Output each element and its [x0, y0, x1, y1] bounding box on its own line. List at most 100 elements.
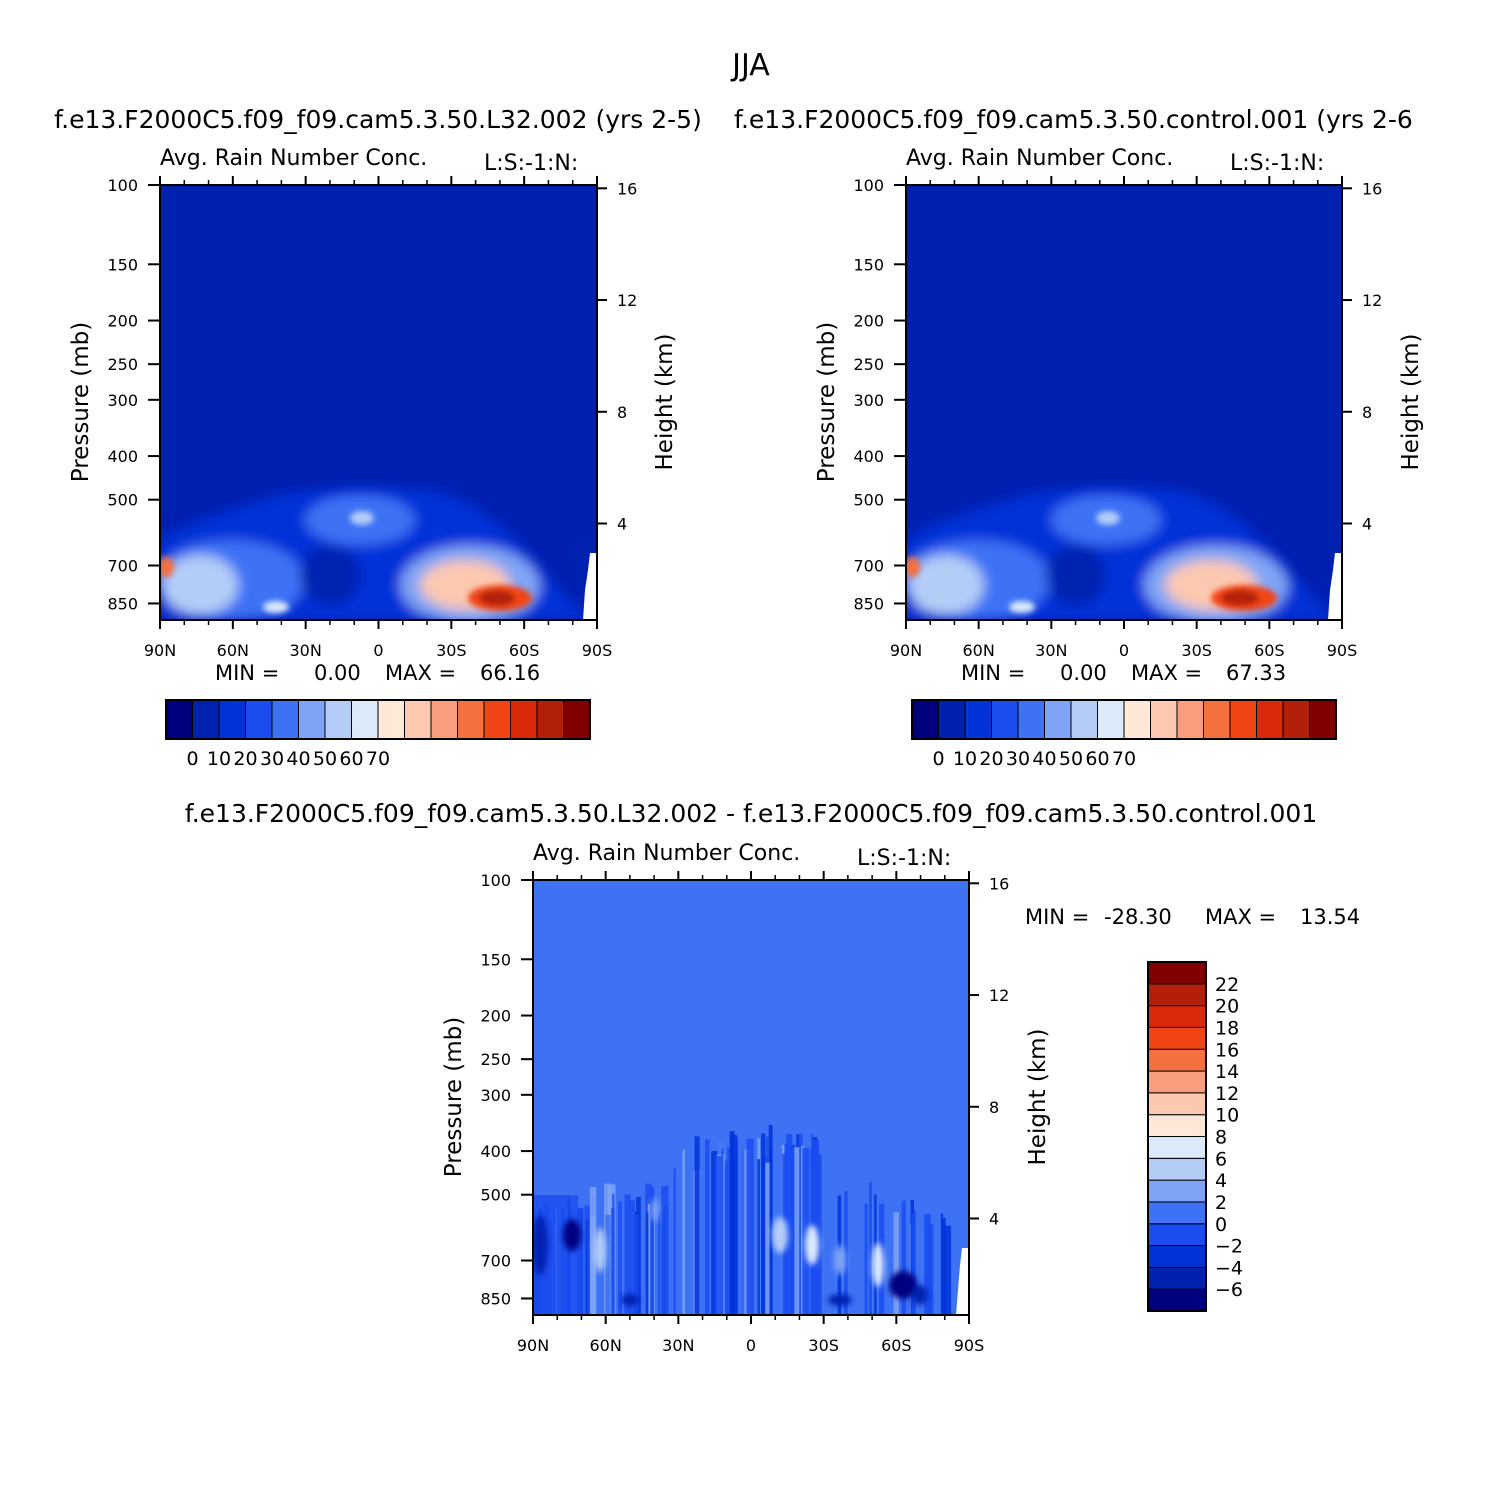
colorbar-swatch: [377, 699, 405, 740]
streak: [661, 1185, 669, 1315]
colorbar-label: 18: [1215, 1017, 1239, 1039]
streak: [721, 1148, 724, 1315]
colorbar-swatch: [1147, 961, 1207, 985]
y-right-tick-label: 16: [989, 874, 1009, 893]
axes-top-left: 90N 60N 30N 0 30S 60S 90S 100 150 200 250 300 400 500…: [107, 176, 637, 660]
min-label-top-left: MIN =: [215, 661, 279, 685]
colorbar-swatch: [1147, 1179, 1207, 1203]
panel-title-top-right: f.e13.F2000C5.f09_f09.cam5.3.50.control.…: [734, 105, 1413, 134]
y-tick-label: 150: [107, 255, 138, 274]
x-tick-label: 30S: [808, 1336, 839, 1355]
y-tick-label: 250: [107, 355, 138, 374]
y-right-tick-label: 8: [989, 1098, 999, 1117]
y-right-tick-label: 12: [1362, 291, 1382, 310]
streak: [794, 1147, 800, 1315]
x-tick-label: 30S: [436, 641, 467, 660]
y-right-tick-label: 4: [617, 515, 627, 534]
streak: [650, 1196, 654, 1315]
y-tick-label: 200: [107, 312, 138, 331]
y-tick-label: 100: [107, 176, 138, 195]
hotspot-d-top-right: [1009, 601, 1035, 613]
colorbar-swatch: [991, 699, 1019, 740]
max-label-top-right: MAX =: [1131, 661, 1202, 685]
x-tick-label: 30N: [662, 1336, 694, 1355]
colorbar-swatch: [1044, 699, 1072, 740]
min-value-top-right: 0.00: [1060, 661, 1107, 685]
colorbar-label: −6: [1215, 1279, 1243, 1301]
anomaly-l: [828, 1294, 852, 1306]
x-tick-label: 60S: [509, 641, 540, 660]
y-tick-label: 150: [853, 255, 884, 274]
anomaly-g: [834, 1245, 846, 1275]
colorbar-swatch: [1147, 983, 1207, 1007]
y-tick-label: 100: [480, 871, 511, 890]
ylabel-right-top-right: Height (km): [1398, 333, 1424, 470]
hotspot-b-top-right: [1221, 590, 1259, 606]
hotspot-c-top-left: [160, 557, 174, 577]
hotspot-d-top-left: [263, 601, 289, 613]
hotspots-top-left: [160, 511, 532, 613]
colorbar-label: 8: [1215, 1127, 1227, 1149]
colorbar-swatch: [1123, 699, 1151, 740]
y-right-tick-label: 8: [1362, 403, 1372, 422]
subtitle-top-left: Avg. Rain Number Conc.: [160, 146, 427, 171]
x-tick-label: 90N: [890, 641, 922, 660]
colorbar-label: 12: [1215, 1083, 1239, 1105]
x-tick-label: 30N: [290, 641, 322, 660]
colorbar-label: 2: [1215, 1192, 1227, 1214]
subtitle-right-bottom: L:S:-1:N:: [857, 846, 951, 871]
streak: [924, 1214, 931, 1315]
colorbar-label: 20: [1215, 996, 1239, 1018]
colorbar-label: 20: [233, 748, 257, 770]
streak: [769, 1146, 773, 1315]
colorbar-top-left: 0 10 20 30 40 50 60 70: [165, 699, 591, 770]
colorbar-swatch: [1147, 1092, 1207, 1116]
colorbar-label: 10: [1215, 1105, 1239, 1127]
anomaly-f: [805, 1225, 819, 1265]
hotspot-e-top-right: [1096, 511, 1120, 525]
y-tick-label: 850: [107, 594, 138, 613]
streak: [893, 1212, 899, 1315]
plot-area-top-left: [160, 185, 597, 620]
y-tick-label: 700: [480, 1252, 511, 1271]
streak: [705, 1139, 710, 1315]
y-right-tick-label: 16: [617, 179, 637, 198]
max-label-bottom: MAX =: [1205, 905, 1276, 929]
colorbar-swatch: [1309, 699, 1337, 740]
colorbar-frame: [911, 699, 1337, 740]
colorbar-swatch: [192, 699, 220, 740]
anomaly-j: [912, 1285, 928, 1305]
diff-anomalies: [533, 1198, 928, 1306]
y-tick-label: 100: [853, 176, 884, 195]
colorbar-label: 0: [186, 748, 198, 770]
diff-streaks: [533, 1123, 952, 1315]
hotspot-c-top-right: [906, 557, 920, 577]
colorbar-label: 4: [1215, 1170, 1227, 1192]
ylabel-bottom: Pressure (mb): [441, 1017, 467, 1177]
y-tick-label: 500: [107, 491, 138, 510]
colorbar-swatch: [1147, 1005, 1207, 1028]
streak: [764, 1162, 771, 1315]
streak: [629, 1200, 636, 1315]
colorbar-swatch: [457, 699, 485, 740]
streak: [757, 1159, 760, 1315]
y-tick-label: 500: [853, 491, 884, 510]
streak: [864, 1203, 868, 1315]
colorbar-label: 14: [1215, 1061, 1239, 1083]
anomaly-e: [772, 1217, 788, 1253]
colorbar-swatch: [483, 699, 511, 740]
colorbar-swatch: [1229, 699, 1257, 740]
colorbar-frame: [165, 699, 591, 740]
anomaly-c: [594, 1228, 606, 1272]
streak: [635, 1214, 639, 1315]
colorbar-swatch: [1147, 1026, 1207, 1050]
colorbar-label: 10: [207, 748, 231, 770]
streak: [813, 1140, 820, 1315]
colorbar-swatch: [1147, 1223, 1207, 1247]
x-tick-label: 30S: [1181, 641, 1212, 660]
streak: [746, 1138, 754, 1315]
colorbar-swatch: [1256, 699, 1284, 740]
panel-top-left: Avg. Rain Number Conc. L:S:-1:N:: [68, 146, 678, 770]
y-tick-label: 400: [107, 447, 138, 466]
colorbar-swatch: [1147, 1114, 1207, 1137]
